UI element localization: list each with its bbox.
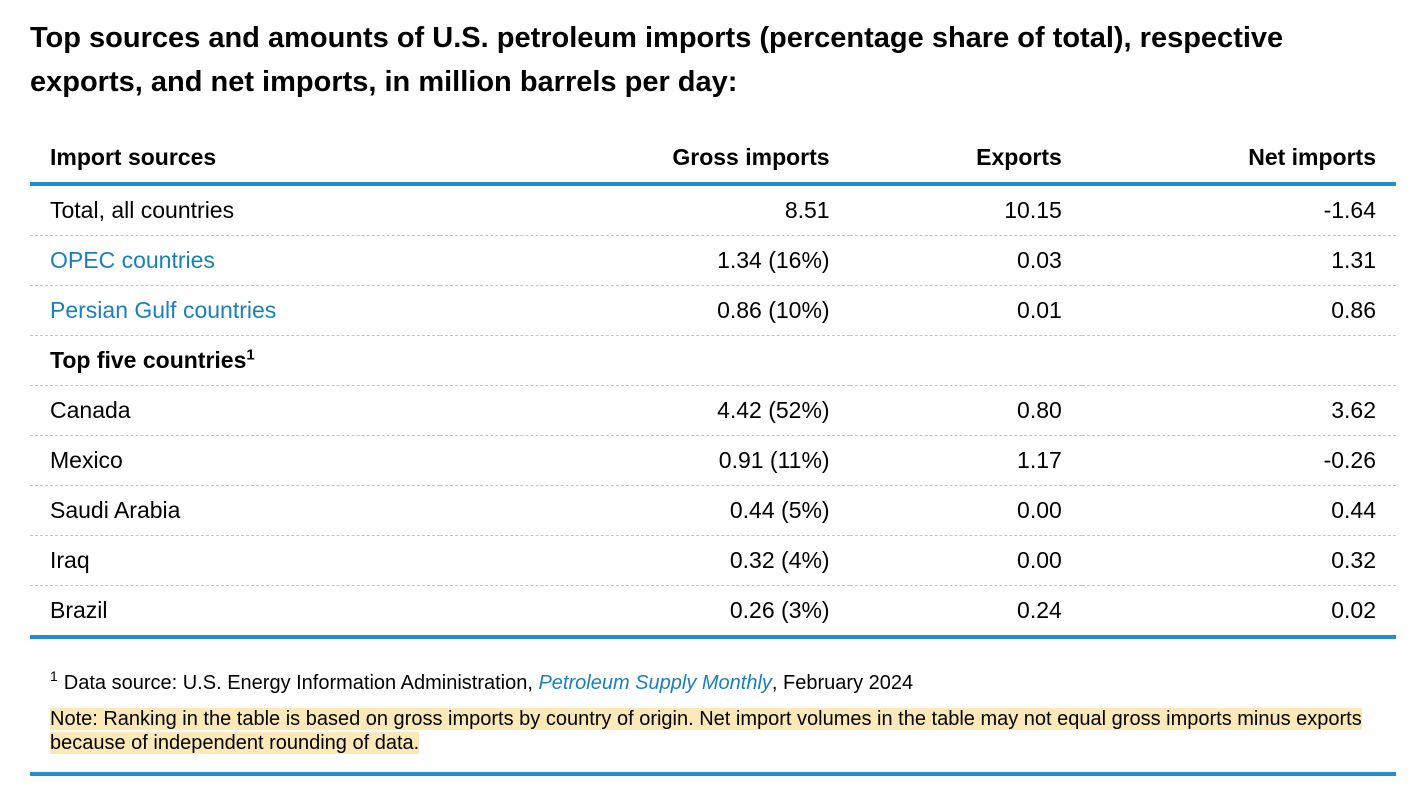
footnote-suffix: , February 2024 — [771, 672, 914, 694]
exports-cell: 0.24 — [849, 585, 1082, 639]
gross-imports-cell: 0.32 (4%) — [439, 535, 850, 586]
source-cell: Iraq — [30, 535, 440, 586]
gross-imports-cell: 0.26 (3%) — [439, 585, 850, 639]
petroleum-imports-table: Import sources Gross imports Exports Net… — [30, 132, 1396, 639]
table-row-canada: Canada 4.42 (52%) 0.80 3.62 — [30, 385, 1396, 436]
exports-cell: 0.01 — [849, 285, 1082, 336]
gross-imports-cell: 0.44 (5%) — [439, 485, 850, 536]
source-cell: Mexico — [30, 435, 440, 486]
gross-imports-cell: 8.51 — [439, 184, 850, 236]
table-row-saudi-arabia: Saudi Arabia 0.44 (5%) 0.00 0.44 — [30, 485, 1396, 536]
exports-cell: 0.80 — [849, 385, 1082, 436]
section-label-top-five: Top five countries — [50, 347, 247, 373]
header-import-sources: Import sources — [30, 132, 440, 186]
net-imports-cell: 3.62 — [1081, 385, 1396, 436]
net-imports-cell: 0.44 — [1081, 485, 1396, 536]
table-row-brazil: Brazil 0.26 (3%) 0.24 0.02 — [30, 585, 1396, 639]
table-row-iraq: Iraq 0.32 (4%) 0.00 0.32 — [30, 535, 1396, 586]
table-section-row: Top five countries1 — [30, 335, 1396, 386]
header-net-imports: Net imports — [1081, 132, 1396, 186]
petroleum-supply-monthly-link[interactable]: Petroleum Supply Monthly — [538, 672, 772, 694]
source-cell: Canada — [30, 385, 440, 436]
header-exports: Exports — [849, 132, 1082, 186]
net-imports-cell: 1.31 — [1081, 235, 1396, 286]
source-cell: Brazil — [30, 585, 440, 639]
bottom-divider — [30, 772, 1396, 776]
note-text: Note: Ranking in the table is based on g… — [50, 708, 1362, 754]
table-title: Top sources and amounts of U.S. petroleu… — [30, 22, 1284, 98]
exports-cell: 1.17 — [849, 435, 1082, 486]
table-row-total: Total, all countries 8.51 10.15 -1.64 — [30, 184, 1396, 236]
gross-imports-cell: 0.86 (10%) — [439, 285, 850, 336]
header-gross-imports: Gross imports — [439, 132, 850, 186]
exports-cell: 0.00 — [849, 485, 1082, 536]
data-source-footnote: 1 Data source: U.S. Energy Information Ad… — [50, 668, 1390, 696]
net-imports-cell: 0.86 — [1081, 285, 1396, 336]
net-imports-cell: -0.26 — [1081, 435, 1396, 486]
table-row-mexico: Mexico 0.91 (11%) 1.17 -0.26 — [30, 435, 1396, 486]
rounding-note: Note: Ranking in the table is based on g… — [50, 707, 1380, 755]
footnote-prefix: Data source: U.S. Energy Information Adm… — [63, 672, 533, 694]
table-row-persian-gulf: Persian Gulf countries 0.86 (10%) 0.01 0… — [30, 285, 1396, 336]
net-imports-cell: 0.32 — [1081, 535, 1396, 586]
net-imports-cell: 0.02 — [1081, 585, 1396, 639]
table-header-row: Import sources Gross imports Exports Net… — [30, 132, 1396, 186]
opec-countries-link[interactable]: OPEC countries — [50, 247, 215, 273]
gross-imports-cell: 0.91 (11%) — [439, 435, 850, 486]
gross-imports-cell: 1.34 (16%) — [439, 235, 850, 286]
persian-gulf-countries-link[interactable]: Persian Gulf countries — [50, 297, 277, 323]
gross-imports-cell: 4.42 (52%) — [439, 385, 850, 436]
exports-cell: 0.03 — [849, 235, 1082, 286]
footnote-marker: 1 — [246, 346, 255, 364]
net-imports-cell: -1.64 — [1081, 184, 1396, 236]
source-cell: Total, all countries — [30, 184, 440, 236]
exports-cell: 0.00 — [849, 535, 1082, 586]
source-cell: Saudi Arabia — [30, 485, 440, 536]
exports-cell: 10.15 — [849, 184, 1082, 236]
table-row-opec: OPEC countries 1.34 (16%) 0.03 1.31 — [30, 235, 1396, 286]
footnote-number: 1 — [50, 668, 58, 685]
